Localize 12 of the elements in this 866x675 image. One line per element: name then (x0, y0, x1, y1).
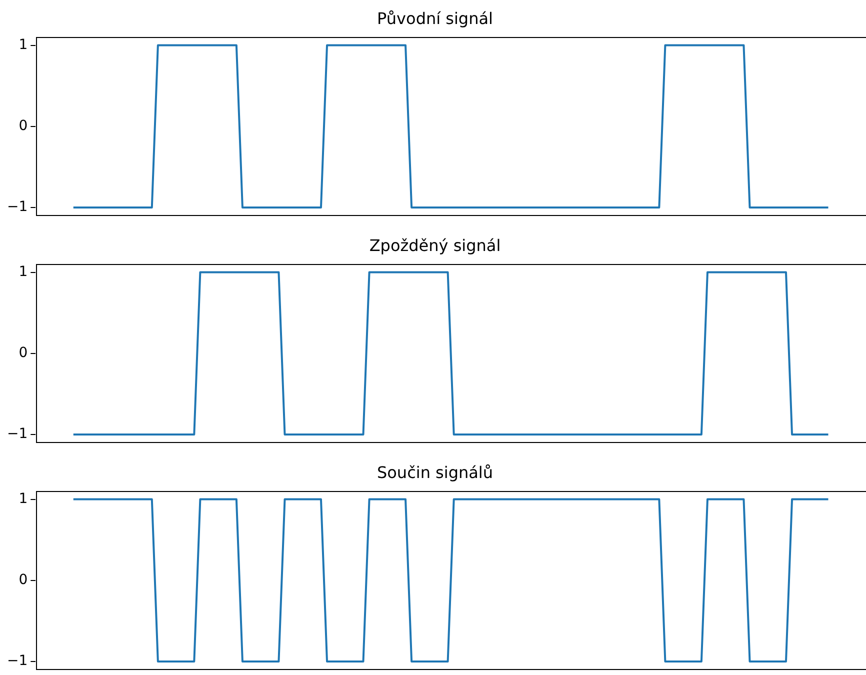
y-tick-label: 1 (18, 490, 28, 507)
chart-title: Součin signálů (376, 462, 494, 482)
y-tick-label: −1 (6, 199, 28, 216)
chart-title: Původní signál (377, 8, 493, 28)
y-tick-label: 1 (18, 264, 28, 280)
y-tick-label: −1 (6, 426, 28, 442)
y-tick-label: 0 (18, 572, 28, 588)
y-tick-label: −1 (6, 653, 28, 670)
y-tick-label: 0 (18, 345, 28, 362)
y-tick-label: 0 (18, 118, 28, 134)
chart-title: Zpožděný signál (369, 236, 501, 255)
y-tick-label: 1 (18, 36, 28, 53)
